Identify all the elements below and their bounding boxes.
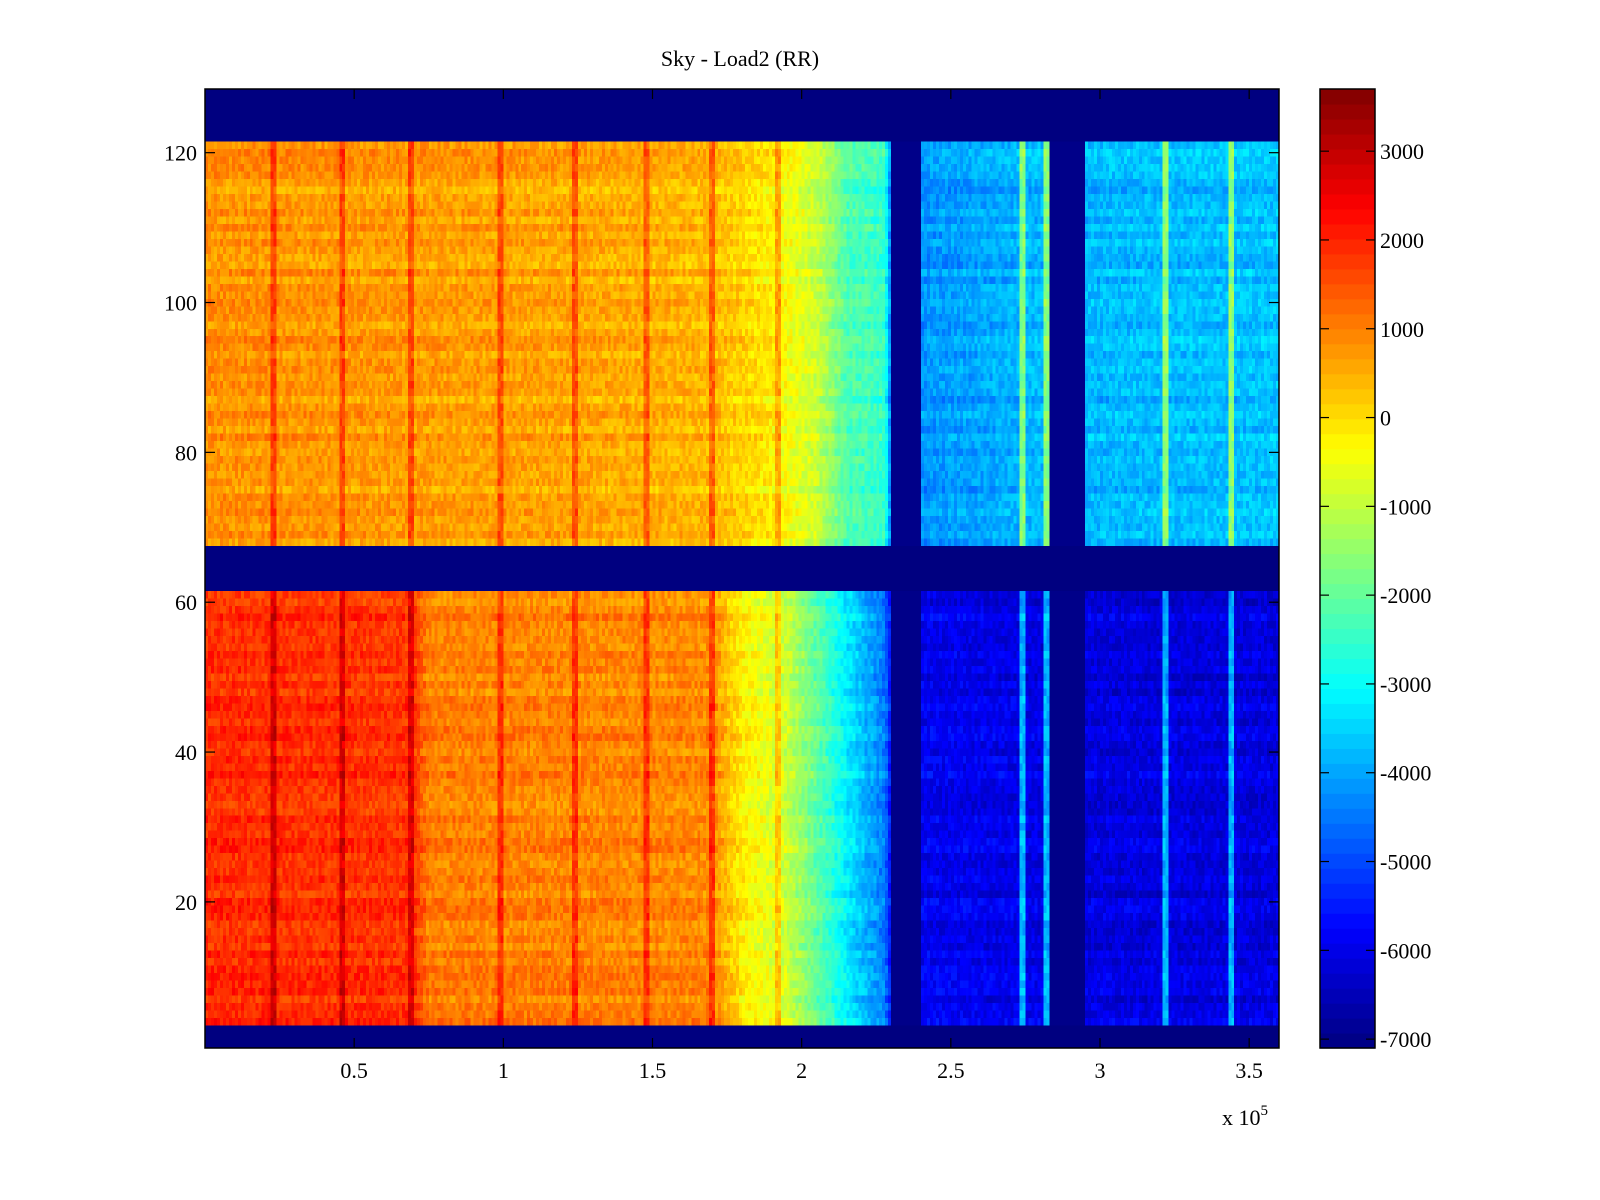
colorbar-swatch (1320, 373, 1375, 390)
colorbar-swatch (1320, 268, 1375, 285)
colorbar-swatch (1320, 853, 1375, 869)
colorbar-swatch (1320, 778, 1375, 794)
colorbar-swatch (1320, 208, 1375, 225)
colorbar-frame (1319, 88, 1376, 1049)
colorbar-swatch (1320, 238, 1375, 255)
x-tick-label: 0.5 (340, 1058, 368, 1083)
y-tick-label: 80 (175, 440, 197, 465)
axes-frame (204, 88, 1280, 1049)
x-tick-label: 3.5 (1235, 1058, 1263, 1083)
colorbar-swatch (1320, 118, 1375, 135)
colorbar-swatch (1320, 433, 1375, 450)
colorbar-tick-label: -2000 (1380, 583, 1431, 608)
colorbar-swatch (1320, 913, 1375, 929)
colorbar-swatch (1320, 883, 1375, 899)
colorbar-swatch (1320, 718, 1375, 734)
colorbar-swatch (1320, 1033, 1375, 1049)
colorbar-swatch (1320, 868, 1375, 884)
colorbar-swatch (1320, 253, 1375, 270)
colorbar-swatch (1320, 658, 1375, 674)
colorbar-swatch (1320, 898, 1375, 914)
x-tick-label: 3 (1095, 1058, 1106, 1083)
heatmap (205, 89, 1279, 1048)
colorbar-swatch (1320, 928, 1375, 944)
colorbar-swatch (1320, 943, 1375, 959)
colorbar-swatch (1320, 553, 1375, 570)
colorbar-tick-label: -3000 (1380, 672, 1431, 697)
colorbar-swatch (1320, 508, 1375, 525)
colorbar-swatch (1320, 163, 1375, 180)
colorbar-swatch (1320, 523, 1375, 540)
y-tick-label: 20 (175, 890, 197, 915)
colorbar-swatch (1320, 838, 1375, 854)
colorbar-swatch (1320, 958, 1375, 974)
colorbar-tick-label: 3000 (1380, 139, 1424, 164)
colorbar-swatch (1320, 688, 1375, 704)
colorbar-swatch (1320, 763, 1375, 779)
colorbar-swatch (1320, 89, 1375, 105)
x-tick-label: 2 (796, 1058, 807, 1083)
x-tick-label: 1.5 (639, 1058, 667, 1083)
chart-title: Sky - Load2 (RR) (661, 46, 819, 71)
colorbar-swatch (1320, 628, 1375, 645)
colorbar-swatch (1320, 328, 1375, 345)
x-multiplier-label: x 105 (1222, 1103, 1268, 1130)
colorbar-swatch (1320, 793, 1375, 809)
x-axis: 0.5 1 1.5 2 2.5 3 3.5 (340, 89, 1263, 1083)
colorbar-tick-label: 1000 (1380, 317, 1424, 342)
colorbar-tick-label: -5000 (1380, 850, 1431, 875)
colorbar-swatch (1320, 598, 1375, 615)
colorbar-swatch (1320, 298, 1375, 315)
colorbar-swatch (1320, 313, 1375, 330)
colorbar-swatch (1320, 418, 1375, 435)
colorbar-swatch (1320, 403, 1375, 420)
colorbar-tick-label: -1000 (1380, 494, 1431, 519)
y-tick-label: 60 (175, 590, 197, 615)
colorbar-swatch (1320, 178, 1375, 195)
colorbar-tick-label: -4000 (1380, 761, 1431, 786)
colorbar-swatch (1320, 103, 1375, 120)
colorbar-swatch (1320, 733, 1375, 749)
colorbar-tick-label: -6000 (1380, 938, 1431, 963)
colorbar-swatch (1320, 448, 1375, 465)
colorbar-swatch (1320, 538, 1375, 555)
y-tick-label: 40 (175, 740, 197, 765)
colorbar-swatch (1320, 568, 1375, 585)
colorbar-swatch (1320, 343, 1375, 360)
colorbar-tick-label: 2000 (1380, 228, 1424, 253)
colorbar-swatch (1320, 133, 1375, 150)
colorbar-swatch (1320, 673, 1375, 689)
colorbar-swatch (1320, 1003, 1375, 1019)
colorbar-swatch (1320, 988, 1375, 1004)
colorbar-ticks: 3000 2000 1000 0 -1000 -2000 -3000 -4000 -5000 -6… (1320, 139, 1431, 1052)
x-tick-label: 1 (498, 1058, 509, 1083)
colorbar-swatch (1320, 493, 1375, 510)
colorbar-swatch (1320, 973, 1375, 989)
colorbar-swatch (1320, 748, 1375, 764)
x-tick-label: 2.5 (937, 1058, 965, 1083)
colorbar-swatch (1320, 703, 1375, 719)
colorbar-swatch (1320, 223, 1375, 240)
colorbar-swatch (1320, 643, 1375, 660)
y-axis: 20 40 60 80 100 120 (164, 141, 1279, 915)
colorbar-swatch (1320, 148, 1375, 165)
colorbar-swatch (1320, 193, 1375, 210)
colorbar-swatch (1320, 613, 1375, 630)
colorbar-swatch (1320, 1018, 1375, 1034)
colorbar-tick-label: 0 (1380, 406, 1391, 431)
y-tick-label: 100 (164, 291, 197, 316)
colorbar (1320, 89, 1375, 1049)
colorbar-tick-label: -7000 (1380, 1027, 1431, 1052)
colorbar-swatch (1320, 388, 1375, 405)
y-tick-label: 120 (164, 141, 197, 166)
colorbar-swatch (1320, 823, 1375, 839)
heatmap-image (205, 89, 1279, 1048)
colorbar-swatch (1320, 283, 1375, 300)
colorbar-swatch (1320, 478, 1375, 495)
colorbar-swatch (1320, 463, 1375, 480)
colorbar-swatch (1320, 358, 1375, 375)
colorbar-swatch (1320, 583, 1375, 600)
colorbar-swatch (1320, 808, 1375, 824)
